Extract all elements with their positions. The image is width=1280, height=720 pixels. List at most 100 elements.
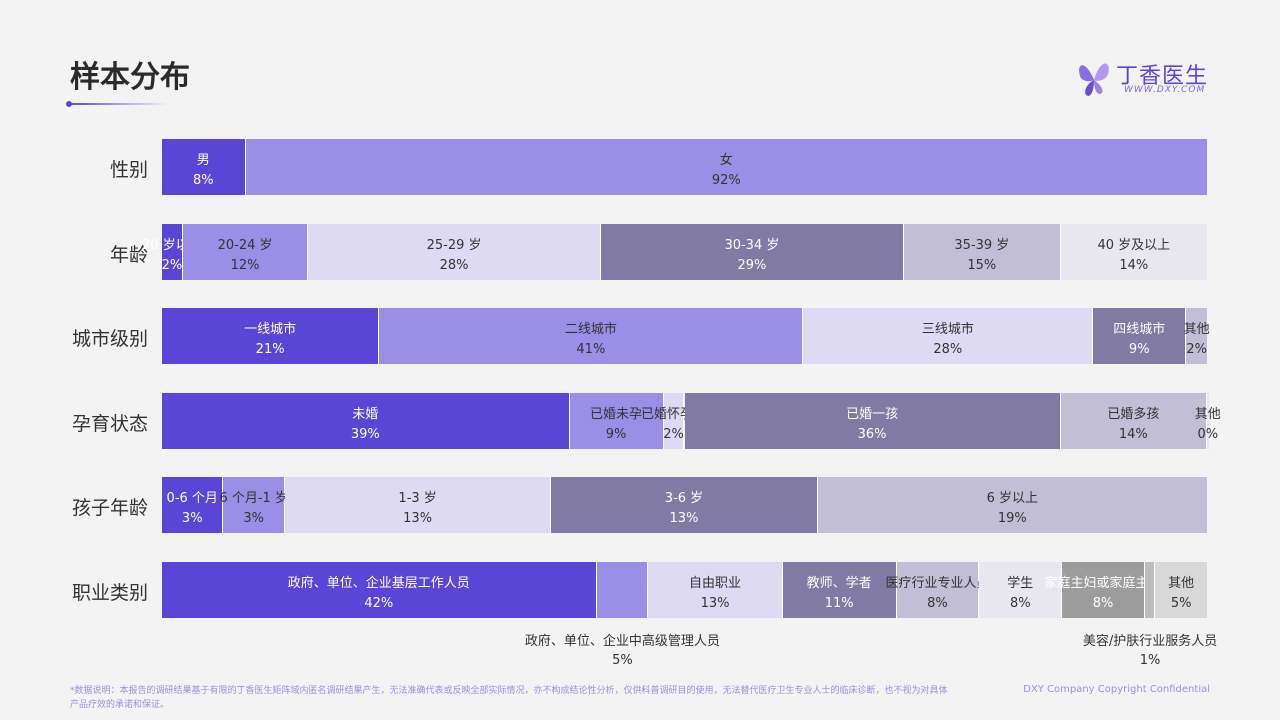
row-label: 城市级别	[71, 328, 148, 350]
page-title: 样本分布	[70, 60, 190, 95]
bar-segment: 35-39 岁 15%	[903, 224, 1061, 280]
segment-label: 自由职业	[689, 576, 742, 591]
segment-value: 13%	[403, 511, 433, 526]
segment-value: 28%	[439, 258, 469, 273]
bar-segment: 三线城市 28%	[803, 308, 1094, 364]
segment-label: 未婚	[352, 407, 379, 422]
segment-value: 2%	[161, 258, 183, 273]
row-label: 年龄	[109, 244, 148, 266]
stacked-bar: 未婚 39% 已婚未孕 9% 已婚怀孕中 2% 已婚一孩 36% 已婚多孩 14% 其他 0%	[162, 393, 1221, 449]
segment-label: 家庭主妇或家庭主夫	[1044, 576, 1162, 591]
stacked-bar: 0-6 个月 3% 6 个月-1 岁 3% 1-3 岁 13% 3-6 岁 13% 6 岁以上 1…	[162, 477, 1207, 533]
bar-segment: 其他 5%	[1155, 562, 1207, 618]
copyright: DXY Company Copyright Confidential	[1023, 684, 1210, 695]
bar-segment: 30-34 岁 29%	[600, 224, 904, 280]
bar-segment: 其他 2%	[1184, 308, 1210, 364]
segment-value: 92%	[711, 173, 741, 188]
segment-value: 12%	[230, 258, 260, 273]
segment-label: 一线城市	[244, 322, 297, 337]
bar-segment: 未婚 39%	[162, 393, 570, 449]
segment-value: 9%	[1128, 342, 1150, 357]
bar-segment: 20-24 岁 12%	[182, 224, 309, 280]
segment-value: 13%	[669, 511, 699, 526]
segment-label: 0-6 个月	[166, 491, 218, 506]
segment-value: 2%	[663, 427, 684, 442]
segment-label: 美容/护肤行业服务人员	[1082, 634, 1218, 649]
row-label: 孩子年龄	[71, 497, 148, 519]
stacked-bar: 男 8% 女 92%	[162, 139, 1207, 195]
bar-segment: 1-3 岁 13%	[284, 477, 552, 533]
bar-segment	[1144, 562, 1156, 618]
row-label: 性别	[109, 159, 148, 181]
bar-segment: 6 个月-1 岁 3%	[219, 477, 288, 533]
segment-value: 8%	[927, 596, 948, 611]
segment-value: 15%	[967, 258, 997, 273]
title-underline	[68, 103, 168, 105]
segment-label: 已婚一孩	[846, 407, 899, 422]
segment-label: 30-34 岁	[724, 238, 780, 253]
bar-segment: 已婚未孕 9%	[569, 393, 664, 449]
bar-segment: 四线城市 9%	[1093, 308, 1187, 364]
bar-segment: 医疗行业专业人员 8%	[885, 562, 989, 618]
segment-label: 35-39 岁	[954, 238, 1010, 253]
segment-value: 14%	[1119, 258, 1149, 273]
bar-segment: 已婚一孩 36%	[684, 393, 1061, 449]
segment-value: 0%	[1197, 427, 1219, 442]
segment-label: 政府、单位、企业中高级管理人员	[524, 634, 720, 649]
bar-segment: 已婚怀孕中 2%	[641, 393, 706, 449]
dxy-logo: 丁香医生 WWW.DXY.COM	[1074, 56, 1224, 102]
segment-label: 男	[196, 153, 210, 168]
segment-value: 41%	[576, 342, 606, 357]
segment-label: 已婚多孩	[1107, 407, 1160, 422]
bar-segment: 二线城市 41%	[379, 308, 804, 364]
segment-label: 6 岁以上	[986, 491, 1039, 506]
bar-segment	[596, 562, 649, 618]
butterfly-icon	[1079, 63, 1109, 96]
segment-value: 8%	[192, 173, 214, 188]
bar-segment: 3-6 岁 13%	[551, 477, 818, 533]
bar-segment: 25-29 岁 28%	[308, 224, 601, 280]
segment-value: 9%	[605, 427, 627, 442]
stacked-bar: 20 岁以下 2% 20-24 岁 12% 25-29 岁 28% 30-34 岁 29% 35…	[142, 224, 1207, 280]
title-underline-dot	[66, 101, 72, 107]
bar-segment: 0-6 个月 3%	[162, 477, 224, 533]
segment-value: 11%	[824, 596, 854, 611]
segment-label: 女	[719, 153, 733, 168]
bar-segment: 教师、学者 11%	[782, 562, 897, 618]
segment-value: 21%	[255, 342, 285, 357]
bar-segment: 学生 8%	[979, 562, 1063, 618]
logo-url: WWW.DXY.COM	[1124, 85, 1206, 95]
footnote: *数据说明：本报告的调研结果基于有限的丁香医生矩阵域内匿名调研结果产生，无法准确…	[70, 686, 948, 710]
row-label: 职业类别	[71, 582, 148, 604]
stacked-bar: 政府、单位、企业基层工作人员 42% 自由职业 13% 教师、学者 11% 医疗行业专业人员…	[162, 562, 1207, 618]
segment-value: 5%	[612, 653, 633, 668]
segment-label: 其他	[1168, 576, 1195, 591]
bar-segment: 40 岁及以上 14%	[1060, 224, 1207, 280]
segment-label: 学生	[1007, 576, 1034, 591]
segment-value: 29%	[737, 258, 767, 273]
row-label: 孕育状态	[71, 413, 148, 435]
bar-segment: 自由职业 13%	[648, 562, 783, 618]
segment-value: 39%	[350, 427, 380, 442]
segment-label: 25-29 岁	[426, 238, 482, 253]
bar-segment: 家庭主妇或家庭主夫 8%	[1045, 562, 1162, 618]
segment-value: 3%	[243, 511, 265, 526]
logo-text: 丁香医生	[1116, 64, 1209, 89]
bar-segment: 一线城市 21%	[162, 308, 380, 364]
bar-segment: 已婚多孩 14%	[1060, 393, 1207, 449]
segment-value: 1%	[1139, 653, 1161, 668]
segment-value: 8%	[1092, 596, 1114, 611]
segment-value: 5%	[1170, 596, 1192, 611]
segment-label: 二线城市	[564, 322, 617, 337]
segment-value: 36%	[857, 427, 887, 442]
segment-value: 13%	[700, 596, 730, 611]
bar-segment: 其他 0%	[1195, 393, 1221, 449]
segment-value: 42%	[364, 596, 394, 611]
segment-label: 已婚未孕	[590, 407, 643, 422]
segment-value: 14%	[1118, 427, 1148, 442]
segment-label: 3-6 岁	[664, 491, 704, 506]
segment-value: 19%	[997, 511, 1027, 526]
segment-label: 政府、单位、企业基层工作人员	[287, 576, 470, 591]
segment-value: 2%	[1186, 342, 1207, 357]
segment-label: 教师、学者	[806, 576, 872, 591]
